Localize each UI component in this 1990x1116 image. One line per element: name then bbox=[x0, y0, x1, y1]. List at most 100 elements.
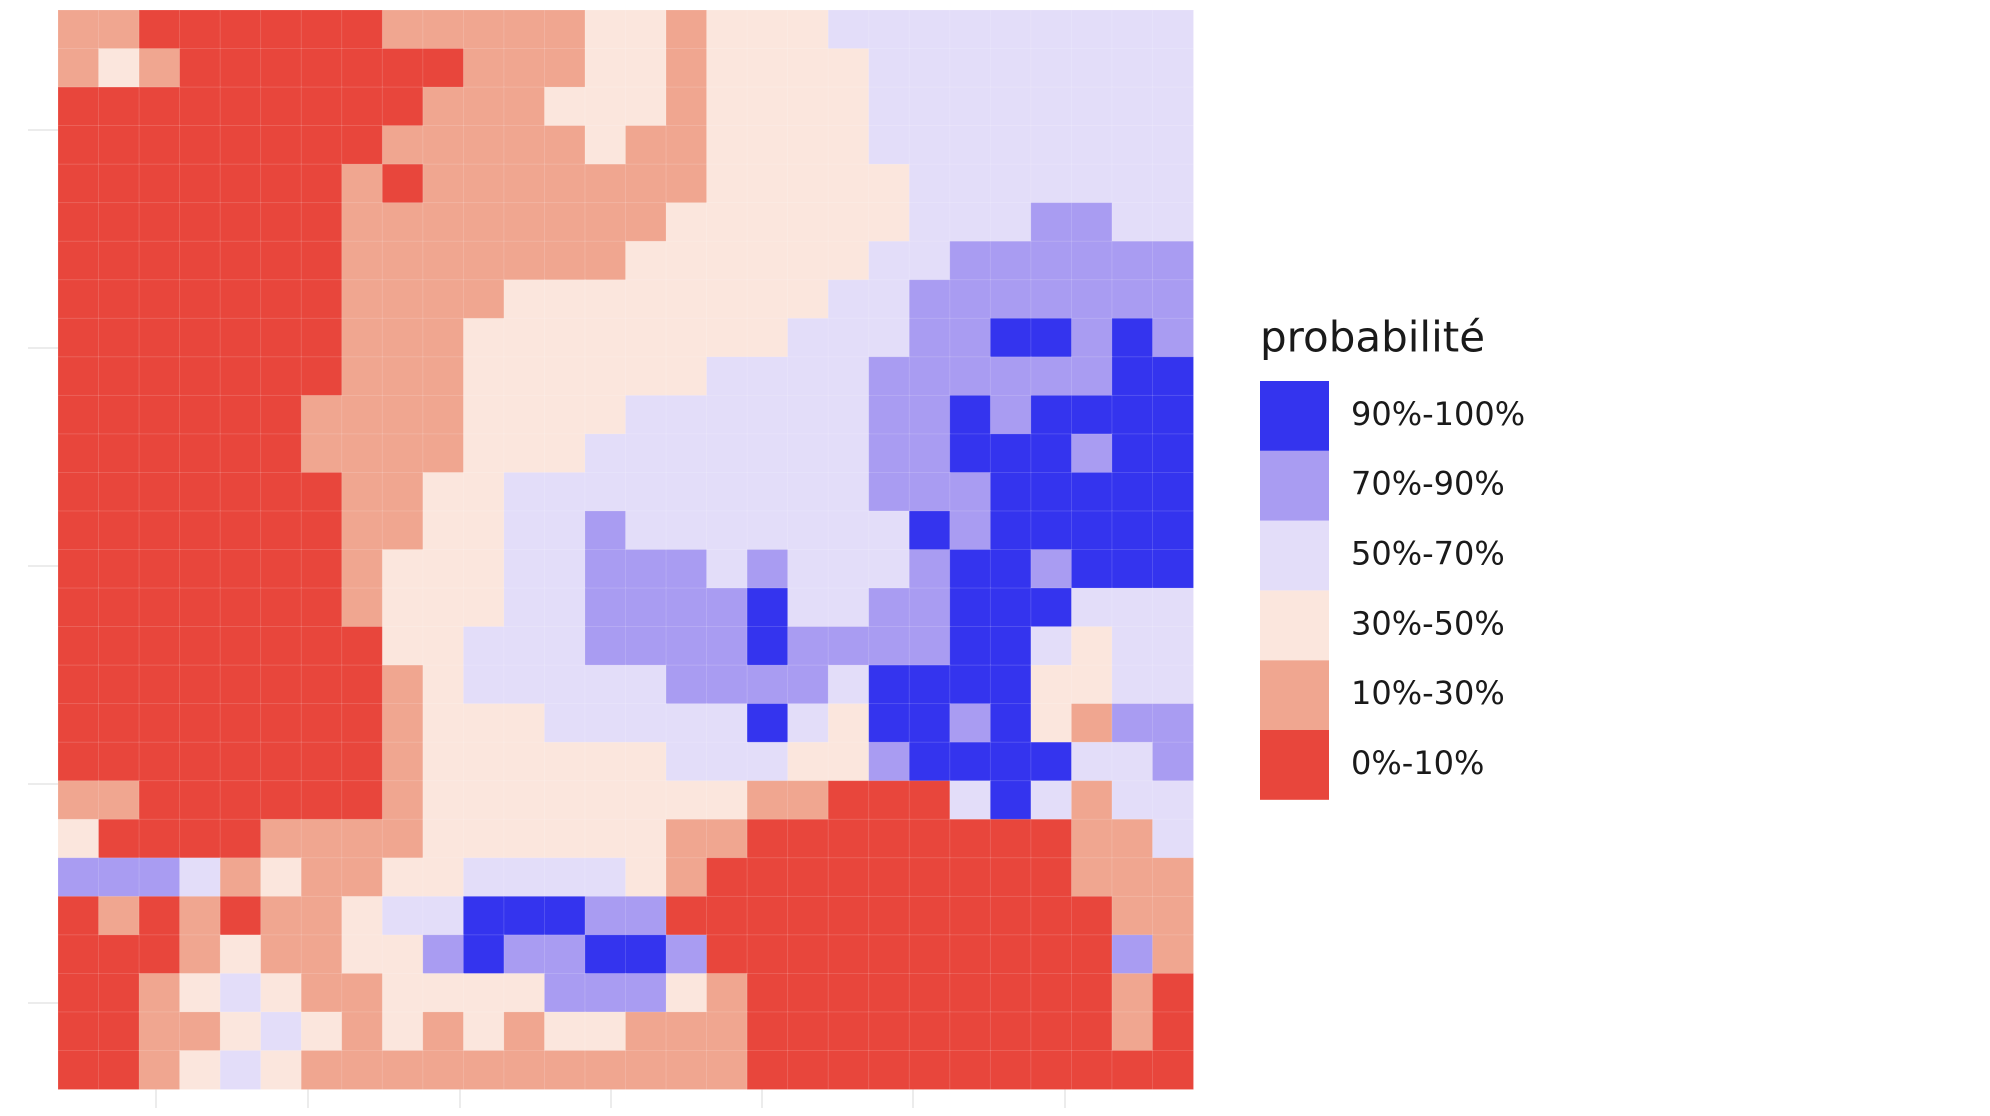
grid-cell bbox=[625, 741, 667, 782]
grid-cell bbox=[544, 1050, 586, 1090]
grid-cell bbox=[665, 664, 708, 705]
grid-cell bbox=[949, 163, 992, 204]
grid-cell bbox=[665, 549, 708, 589]
grid-cell bbox=[1111, 317, 1154, 358]
grid-cell bbox=[219, 240, 262, 281]
grid-cell bbox=[57, 664, 100, 705]
grid-cell bbox=[219, 317, 262, 358]
grid-cell bbox=[908, 857, 951, 898]
grid-cell bbox=[1152, 818, 1194, 859]
grid-cell bbox=[300, 626, 343, 667]
grid-cell bbox=[1070, 741, 1113, 782]
grid-cell bbox=[381, 240, 424, 281]
grid-cell bbox=[949, 356, 992, 397]
grid-cell bbox=[949, 664, 992, 705]
grid-cell bbox=[219, 934, 262, 975]
grid-cell bbox=[908, 9, 951, 50]
grid-cell bbox=[989, 664, 1032, 705]
grid-cell bbox=[625, 626, 667, 667]
grid-cell bbox=[544, 472, 586, 512]
grid-cell bbox=[503, 626, 546, 667]
grid-cell bbox=[908, 163, 951, 204]
grid-cell bbox=[827, 317, 870, 358]
grid-cell bbox=[381, 1050, 424, 1090]
grid-cell bbox=[300, 202, 343, 243]
grid-cell bbox=[584, 664, 627, 705]
grid-cell bbox=[503, 818, 546, 859]
grid-cell bbox=[706, 317, 749, 358]
grid-cell bbox=[1030, 780, 1073, 821]
grid-cell bbox=[706, 1050, 749, 1090]
grid-cell bbox=[665, 48, 708, 88]
grid-cell bbox=[138, 780, 181, 821]
grid-cell bbox=[544, 857, 586, 898]
grid-cell bbox=[827, 626, 870, 667]
grid-cell bbox=[706, 587, 749, 628]
grid-cell bbox=[625, 1011, 667, 1052]
grid-cell bbox=[98, 857, 140, 898]
grid-cell bbox=[989, 587, 1032, 628]
grid-cell bbox=[949, 202, 992, 243]
grid-cell bbox=[787, 626, 830, 667]
grid-cell bbox=[868, 86, 911, 127]
grid-cell bbox=[868, 895, 911, 936]
grid-cell bbox=[949, 433, 992, 474]
grid-cell bbox=[949, 48, 992, 88]
grid-cell bbox=[462, 934, 505, 975]
grid-cell bbox=[827, 895, 870, 936]
grid-cell bbox=[949, 934, 992, 975]
grid-cell bbox=[422, 48, 465, 88]
grid-cell bbox=[300, 125, 343, 166]
grid-cell bbox=[300, 741, 343, 782]
grid-cell bbox=[787, 972, 830, 1013]
grid-cell bbox=[827, 202, 870, 243]
grid-cell bbox=[341, 202, 384, 243]
grid-cell bbox=[746, 279, 789, 320]
grid-cell bbox=[57, 394, 100, 435]
grid-cell bbox=[1111, 240, 1154, 281]
grid-cell bbox=[381, 626, 424, 667]
grid-cell bbox=[1111, 895, 1154, 936]
grid-cell bbox=[219, 587, 262, 628]
grid-cell bbox=[989, 9, 1032, 50]
grid-cell bbox=[989, 394, 1032, 435]
grid-cell bbox=[179, 587, 222, 628]
grid-cell bbox=[462, 279, 505, 320]
grid-cell bbox=[1070, 549, 1113, 589]
grid-cell bbox=[868, 857, 911, 898]
grid-cell bbox=[787, 587, 830, 628]
grid-cell bbox=[98, 125, 140, 166]
grid-cell bbox=[544, 818, 586, 859]
grid-cell bbox=[381, 780, 424, 821]
grid-cell bbox=[827, 9, 870, 50]
grid-cell bbox=[868, 664, 911, 705]
grid-cell bbox=[787, 895, 830, 936]
grid-cell bbox=[341, 972, 384, 1013]
grid-cell bbox=[1070, 163, 1113, 204]
grid-cell bbox=[98, 202, 140, 243]
grid-cell bbox=[260, 510, 303, 551]
grid-cell bbox=[746, 934, 789, 975]
grid-cell bbox=[908, 240, 951, 281]
grid-cell bbox=[219, 9, 262, 50]
grid-cell bbox=[503, 587, 546, 628]
grid-cell bbox=[1030, 857, 1073, 898]
grid-cell bbox=[989, 549, 1032, 589]
grid-cell bbox=[827, 163, 870, 204]
grid-cell bbox=[908, 895, 951, 936]
grid-cell bbox=[827, 510, 870, 551]
grid-cell bbox=[706, 934, 749, 975]
grid-cell bbox=[98, 510, 140, 551]
grid-cell bbox=[1030, 9, 1073, 50]
grid-cell bbox=[138, 510, 181, 551]
grid-cell bbox=[665, 1050, 708, 1090]
grid-cell bbox=[787, 125, 830, 166]
legend-swatch bbox=[1260, 381, 1329, 451]
grid-cell bbox=[300, 972, 343, 1013]
grid-cell bbox=[1152, 1011, 1194, 1052]
grid-cell bbox=[179, 664, 222, 705]
grid-cell bbox=[625, 972, 667, 1013]
grid-cell bbox=[138, 317, 181, 358]
grid-cell bbox=[1030, 703, 1073, 744]
grid-cell bbox=[503, 86, 546, 127]
